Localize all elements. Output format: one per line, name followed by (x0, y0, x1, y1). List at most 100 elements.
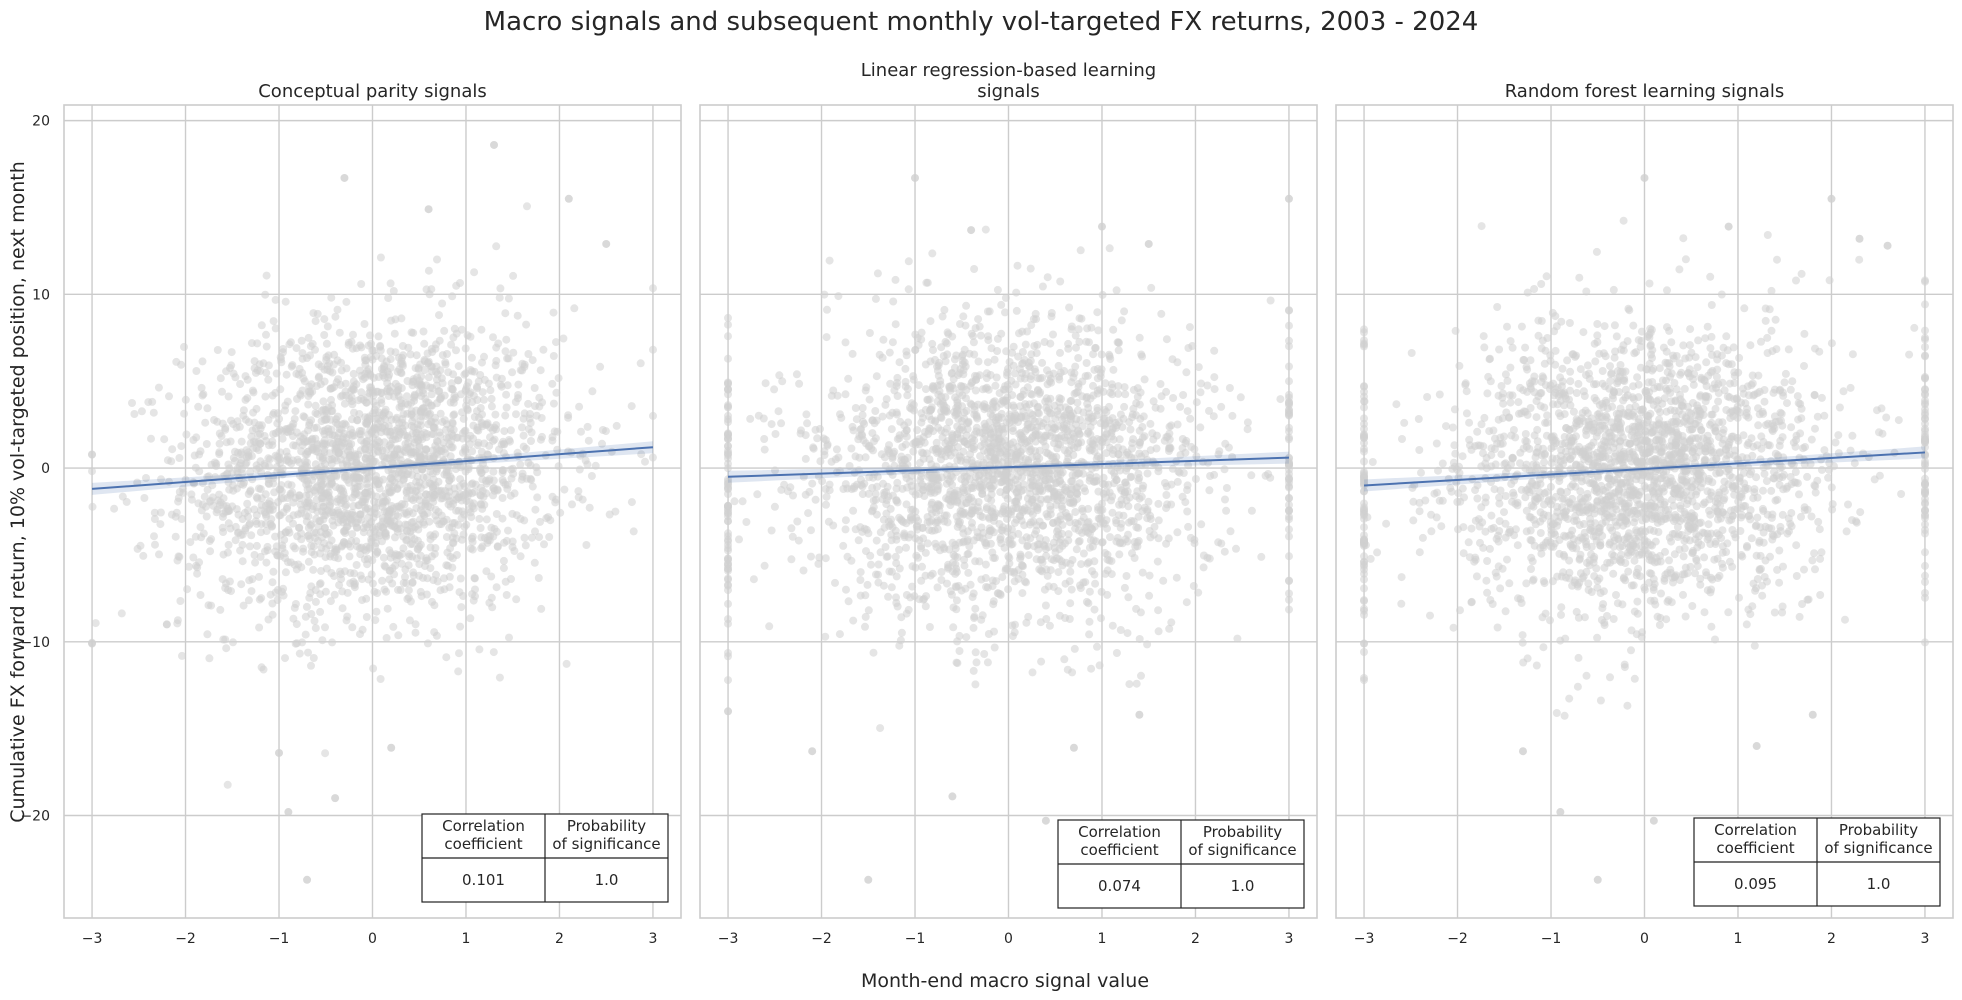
x-tick-label: −3 (82, 931, 103, 947)
scatter-point (1016, 554, 1025, 563)
scatter-point (564, 413, 573, 422)
scatter-point (256, 552, 265, 561)
scatter-point (858, 404, 867, 412)
scatter-point (520, 533, 529, 542)
scatter-point (381, 531, 390, 540)
scatter-point (976, 442, 985, 451)
scatter-point (445, 440, 454, 449)
scatter-point (398, 342, 407, 350)
scatter-point (970, 265, 979, 273)
scatter-point (224, 478, 233, 487)
scatter-point (534, 574, 543, 582)
scatter-point (1153, 557, 1162, 566)
scatter-point (1018, 589, 1027, 598)
scatter-point (340, 399, 349, 408)
scatter-point (427, 390, 436, 399)
scatter-point (950, 355, 959, 364)
scatter-point (430, 549, 439, 558)
scatter-point (1243, 425, 1252, 434)
scatter-point (528, 356, 537, 365)
scatter-point (872, 510, 881, 519)
scatter-point (429, 532, 438, 541)
scatter-point (229, 486, 238, 495)
scatter-point (1012, 288, 1021, 297)
scatter-point (502, 390, 511, 399)
scatter-point (224, 540, 233, 549)
scatter-point (494, 339, 503, 348)
scatter-point (823, 441, 832, 450)
scatter-point (724, 517, 732, 526)
scatter-point (933, 516, 942, 525)
scatter-point (1182, 368, 1191, 377)
scatter-point (397, 314, 406, 323)
scatter-point (383, 427, 392, 436)
scatter-point (489, 484, 498, 493)
scatter-point (1083, 559, 1092, 568)
scatter-point (936, 380, 945, 389)
scatter-point (611, 507, 620, 516)
scatter-point (257, 663, 266, 672)
scatter-point (1010, 628, 1019, 637)
scatter-point (182, 430, 191, 439)
scatter-point (1285, 493, 1293, 502)
scatter-point (584, 436, 593, 445)
scatter-point (176, 597, 185, 605)
scatter-point (1032, 349, 1041, 358)
scatter-point (927, 415, 936, 424)
scatter-point (957, 586, 966, 595)
scatter-point (988, 548, 997, 557)
scatter-point (1135, 333, 1144, 342)
scatter-point (724, 649, 732, 657)
scatter-point (1192, 398, 1201, 407)
scatter-point (1285, 377, 1293, 386)
scatter-point (341, 526, 350, 535)
scatter-point (263, 542, 272, 551)
scatter-point (156, 508, 165, 517)
scatter-point (307, 661, 315, 670)
scatter-point (205, 654, 214, 663)
scatter-point (962, 301, 971, 310)
scatter-point (556, 508, 565, 517)
scatter-point (1285, 483, 1293, 492)
scatter-point (501, 347, 510, 356)
scatter-point (381, 415, 390, 424)
scatter-point (1041, 397, 1050, 406)
scatter-point (861, 591, 870, 600)
scatter-point (291, 544, 300, 553)
scatter-point (823, 305, 831, 314)
scatter-point (794, 536, 803, 545)
scatter-point (1098, 538, 1107, 547)
scatter-point (449, 411, 458, 420)
scatter-point (951, 448, 959, 457)
scatter-point (417, 502, 426, 511)
scatter-point (349, 369, 358, 378)
scatter-point (326, 552, 335, 561)
scatter-point (1018, 536, 1027, 545)
scatter-point (269, 567, 278, 576)
scatter-point (1285, 552, 1293, 561)
scatter-point (283, 494, 292, 502)
scatter-point (649, 284, 657, 293)
scatter-point (343, 460, 351, 469)
scatter-point (165, 392, 173, 401)
scatter-point (374, 414, 382, 423)
y-tick-label: 20 (32, 114, 50, 130)
scatter-point (1205, 406, 1213, 415)
scatter-point (489, 333, 497, 342)
x-tick-label: 1 (462, 931, 471, 947)
scatter-point (156, 520, 165, 529)
scatter-point (380, 363, 389, 372)
scatter-point (457, 603, 466, 612)
scatter-point (506, 491, 515, 500)
scatter-point (753, 490, 762, 499)
scatter-point (1189, 582, 1198, 590)
scatter-point (452, 534, 461, 543)
scatter-point (1222, 484, 1231, 492)
scatter-point (1020, 577, 1029, 586)
scatter-point (596, 362, 605, 371)
scatter-point (180, 409, 189, 418)
scatter-point (1261, 471, 1270, 480)
scatter-point (342, 391, 351, 400)
scatter-point (1186, 533, 1195, 542)
scatter-point (401, 440, 410, 448)
